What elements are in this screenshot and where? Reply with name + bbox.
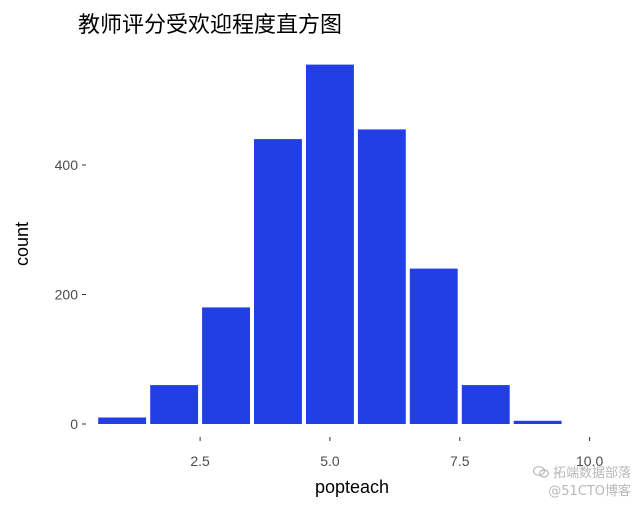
bar-3 bbox=[202, 307, 250, 424]
chart-title: 教师评分受欢迎程度直方图 bbox=[78, 13, 342, 38]
y-tick-label: 200 bbox=[55, 287, 79, 303]
y-tick-label: 0 bbox=[70, 416, 78, 432]
x-tick-label: 2.5 bbox=[190, 453, 210, 469]
bar-5 bbox=[306, 64, 354, 424]
x-axis: 2.5 5.0 7.5 10.0 bbox=[190, 437, 603, 469]
x-tick-label: 5.0 bbox=[320, 453, 340, 469]
wechat-icon bbox=[532, 465, 549, 478]
watermark-channel-text: 拓端数据部落 bbox=[552, 466, 631, 481]
bar-1 bbox=[98, 417, 147, 424]
bar-2 bbox=[150, 385, 199, 424]
bar-4 bbox=[254, 139, 302, 424]
bar-9 bbox=[513, 420, 562, 424]
x-tick-label: 7.5 bbox=[450, 453, 470, 469]
bar-7 bbox=[409, 268, 458, 424]
x-axis-title: popteach bbox=[315, 477, 389, 497]
bars-group bbox=[98, 64, 562, 424]
y-axis: 0 200 400 bbox=[55, 157, 86, 432]
y-axis-title: count bbox=[12, 222, 32, 266]
y-tick-label: 400 bbox=[55, 157, 79, 173]
x-tick-label: 10.0 bbox=[576, 453, 603, 469]
watermark-channel: 拓端数据部落 bbox=[532, 462, 631, 481]
bar-6 bbox=[357, 129, 406, 424]
watermark-site: @51CTO博客 bbox=[548, 484, 631, 499]
bar-8 bbox=[461, 385, 510, 424]
